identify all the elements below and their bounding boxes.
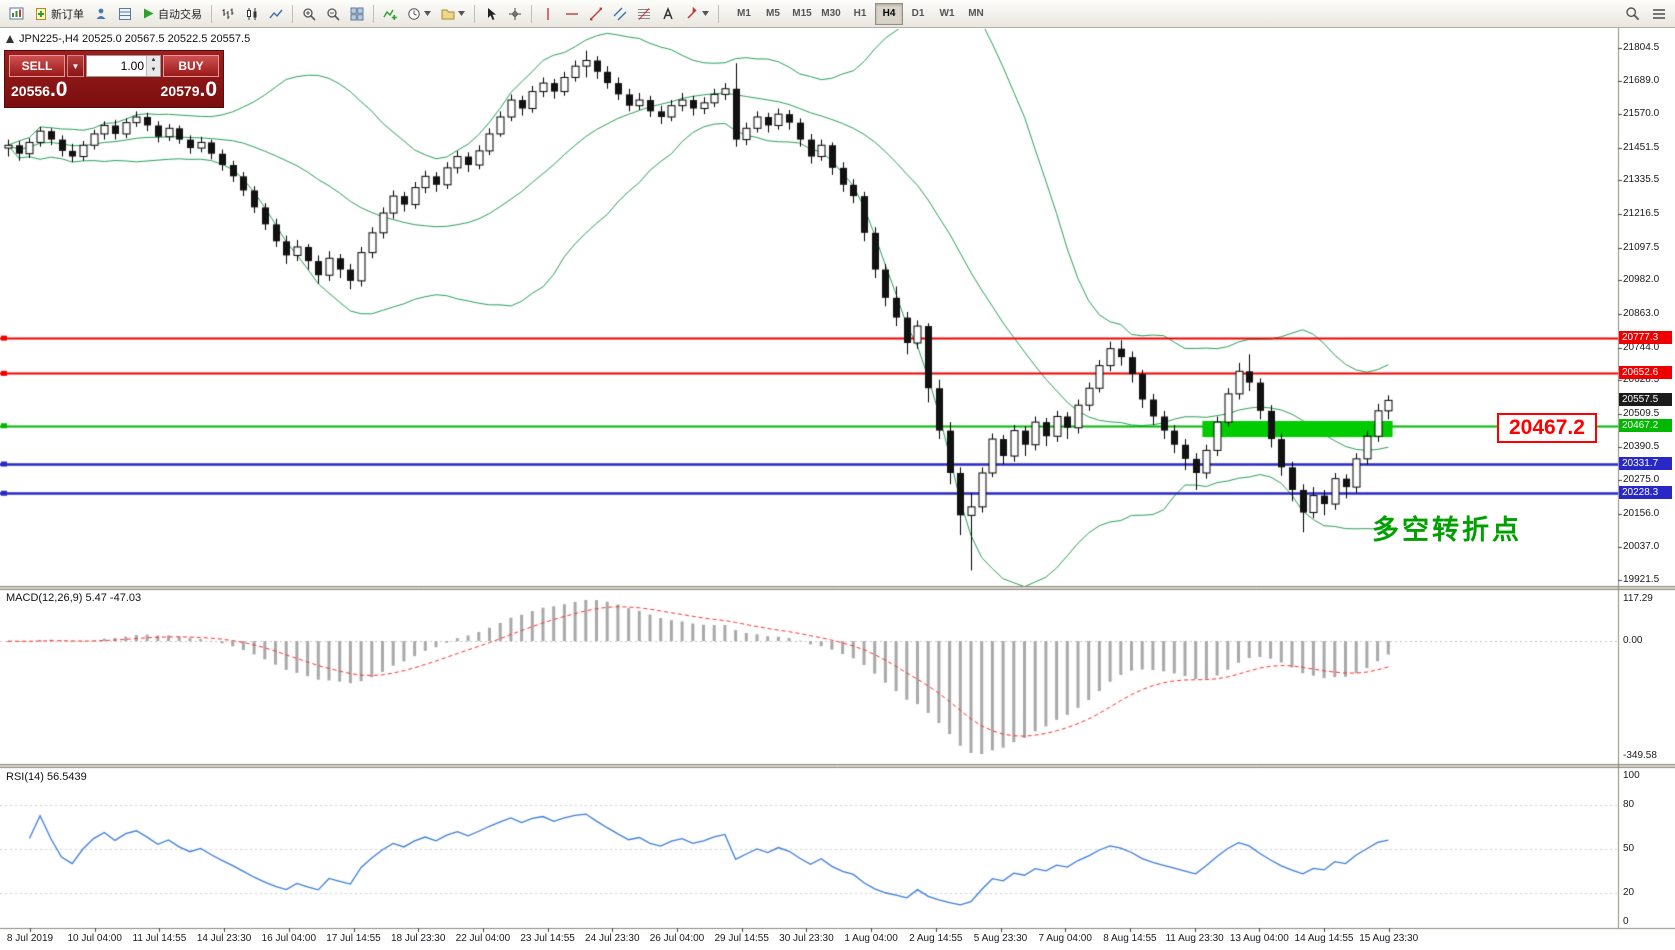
market-watch-icon [96,8,106,19]
stepper-up-icon[interactable]: ▲ [147,56,160,66]
data-window-icon [119,7,131,20]
timeframe-m1[interactable]: M1 [737,8,751,19]
fibonacci-icon [638,7,650,20]
crosshair-tool-button[interactable] [504,3,526,25]
timeframe-d1[interactable]: D1 [911,8,925,19]
toolbar-separator [718,4,719,23]
auto-trading-label: 自动交易 [158,8,202,21]
text-tool-icon [663,6,673,19]
search-button[interactable] [1621,3,1644,25]
cursor-tool-button[interactable] [480,3,502,25]
horizontal-line-tool-button[interactable] [561,3,583,25]
zoom-in-icon [303,7,316,21]
channel-icon [613,7,627,20]
indicators-button[interactable] [379,3,401,25]
chevron-down-icon [702,11,709,16]
zoom-in-button[interactable] [298,3,320,25]
text-tool-button[interactable] [657,3,679,25]
auto-trading-icon [144,8,154,19]
volume-input[interactable]: 1.00 ▲ ▼ [86,55,161,77]
line-chart-button[interactable] [265,3,287,25]
timeframe-h1[interactable]: H1 [853,8,867,19]
bar-chart-icon [222,8,234,19]
toolbar: 新订单 自动交易 [0,0,1675,28]
timeframe-h4[interactable]: H4 [875,2,903,25]
volume-value: 1.00 [120,59,144,73]
vertical-line-icon [547,7,549,20]
timeframe-m15[interactable]: M15 [792,8,812,19]
one-click-trading-panel: SELL ▼ 1.00 ▲ ▼ BUY 20556.0 20579.0 [4,50,224,108]
candlestick-chart-icon [247,7,257,20]
timeframe-mn[interactable]: MN [968,8,984,19]
chevron-down-icon [458,11,465,16]
timeframe-m5[interactable]: M5 [766,8,780,19]
trendline-icon [590,7,602,20]
templates-button[interactable] [437,3,469,25]
timeframe-w1[interactable]: W1 [939,8,955,19]
order-type-dropdown[interactable]: ▼ [67,55,84,77]
new-order-icon [36,7,46,20]
period-button[interactable] [403,3,435,25]
sell-price: 20556.0 [11,78,68,101]
period-icon [408,7,420,20]
tile-windows-icon [350,7,364,20]
chevron-down-icon [424,11,431,16]
vertical-line-tool-button[interactable] [537,3,559,25]
sell-button[interactable]: SELL [9,55,65,77]
arrow-tools-icon [687,6,697,19]
arrow-tools-button[interactable] [681,3,713,25]
templates-icon [441,9,455,19]
toolbar-separator [531,4,532,23]
timeframe-toolbar: M1 M5 M15 M30 H1 H4 D1 W1 MN [730,2,990,25]
toolbar-separator [373,4,374,23]
menu-button[interactable] [1648,3,1670,25]
horizontal-line-icon [566,12,578,15]
stepper-down-icon[interactable]: ▼ [147,66,160,76]
toolbar-right-group [1621,3,1670,25]
buy-button[interactable]: BUY [163,55,219,77]
buy-price: 20579.0 [160,78,217,101]
toolbar-separator [292,4,293,23]
toolbar-separator [211,4,212,23]
new-order-label: 新订单 [51,8,84,21]
indicators-icon [383,9,397,20]
zoom-out-button[interactable] [322,3,344,25]
auto-trading-button[interactable]: 自动交易 [138,3,206,25]
bar-chart-button[interactable] [217,3,239,25]
data-window-button[interactable] [114,3,136,25]
search-icon [1626,7,1640,21]
volume-stepper[interactable]: ▲ ▼ [146,56,160,76]
market-watch-button[interactable] [90,3,112,25]
candlestick-chart-button[interactable] [241,3,263,25]
menu-icon [1653,8,1665,19]
toolbar-separator [474,4,475,23]
timeframe-m30[interactable]: M30 [821,8,841,19]
cursor-icon [488,7,496,20]
trendline-tool-button[interactable] [585,3,607,25]
channel-tool-button[interactable] [609,3,631,25]
new-chart-button[interactable] [5,3,28,25]
zoom-out-icon [327,7,340,21]
tile-windows-button[interactable] [346,3,368,25]
line-chart-icon [269,9,283,18]
new-chart-icon [9,7,24,20]
crosshair-icon [509,7,521,20]
new-order-button[interactable]: 新订单 [30,3,88,25]
fibonacci-tool-button[interactable] [633,3,655,25]
